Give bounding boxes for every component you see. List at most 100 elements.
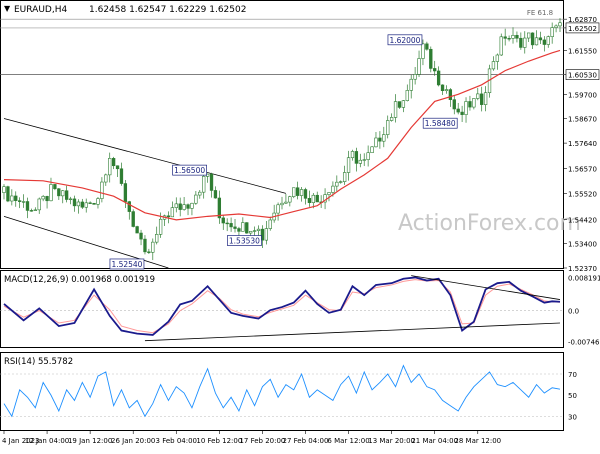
candle-body [503,36,507,39]
candle-body [534,37,539,46]
candle-body [307,198,312,203]
candle-body [315,194,319,203]
rsi-title: RSI(14) 55.5782 [4,357,73,367]
x-tick-label: 13 Mar 20:00 [368,437,415,445]
candle-body [186,204,190,209]
candle-body [335,181,339,187]
candle-body [139,232,143,240]
candle-body [342,172,347,182]
candle-body [174,203,178,208]
candle-body [151,241,155,253]
candle-body [237,228,241,232]
candle-body [491,61,496,70]
candle-body [436,70,441,86]
price-tick-label: 1.61550 [568,47,597,55]
price-tag-box [565,69,600,80]
candle-body [127,201,131,212]
macd-tick-label: 0.0 [568,308,579,316]
candle-body [76,201,81,207]
candle-body [554,25,558,28]
candle-body [249,230,253,234]
candle-body [495,54,500,62]
rsi-tick-label: 50 [568,392,577,400]
candle-body [460,111,464,115]
candle-body [111,158,116,167]
candle-body [29,210,34,212]
candle-body [374,137,378,148]
candle-body [280,202,284,206]
candle-body [350,151,355,159]
candle-body [119,168,124,184]
candle-body [264,228,268,241]
x-tick-label: 12 Jan 04:00 [25,437,69,445]
candle-body [96,198,100,205]
candle-body [104,174,108,183]
price-tick-label: 1.53400 [568,241,597,249]
macd-trend-lower [144,322,561,342]
candle-body [366,152,370,160]
candle-body [421,43,425,59]
price-tick-label: 1.55520 [568,190,597,198]
annotation-label: 1.62000 [389,36,420,45]
fib-label: FE 61.8 [527,9,553,17]
candle-body [327,192,331,195]
candle-body [523,37,527,48]
candle-body [378,137,382,142]
price-annotations-layer: 1.56500 1.52540 1.53530 1.58480 1.62000 [109,34,458,270]
annotation-label: 1.52540 [111,260,142,269]
price-tick-label: 1.62870 [568,16,597,24]
candle-body [155,234,159,243]
rsi-layer: 70 50 30 [0,364,577,421]
candle-body [256,228,261,231]
candle-body [440,84,445,91]
macd-title: MACD(12,26,9) 0.001968 0.001919 [4,275,155,285]
candle-body [444,89,449,91]
candle-body [311,194,315,203]
annotation-box [227,235,262,246]
x-tick-label: 6 Mar 12:00 [327,437,369,445]
candle-body [61,190,65,197]
candle-body [45,196,49,202]
candle-body [147,251,151,253]
candle-body [10,195,14,202]
candle-body [209,173,214,191]
candle-body [515,35,519,39]
candle-body [370,146,374,154]
candle-body [88,202,92,204]
rsi-tick-label: 70 [568,371,577,379]
candle-body [245,222,249,234]
candle-body [143,238,147,253]
candle-body [49,184,53,202]
candle-body [68,198,73,200]
candle-body [2,186,6,193]
watermark: ActionForex.com [398,211,581,236]
candle-body [511,35,515,39]
annotation-box [422,117,458,129]
price-panel-frame [0,0,564,269]
candle-body [64,190,69,200]
price-tick-label: 1.54420 [568,216,597,224]
candle-body [389,117,394,121]
candle-body [382,134,386,142]
macd-trend-upper [411,275,561,300]
candle-body [18,200,22,202]
candle-body [413,74,417,80]
price-tick-label: 1.59700 [568,91,597,99]
candle-body [425,43,429,50]
candle-body [194,194,198,204]
candle-body [229,223,233,228]
candle-body [268,219,272,229]
candle-body [393,101,398,118]
candle-body [284,201,288,204]
candle-body [472,98,476,108]
candle-body [476,93,480,99]
candle-body [202,176,206,193]
candle-body [25,201,30,211]
price-tick-label: 1.57640 [568,140,597,148]
candle-body [288,196,292,203]
price-tick-label: 1.52370 [568,265,597,273]
candle-body [115,165,120,170]
candle-body [480,93,484,105]
price-tick-label: 1.60530 [568,72,597,80]
